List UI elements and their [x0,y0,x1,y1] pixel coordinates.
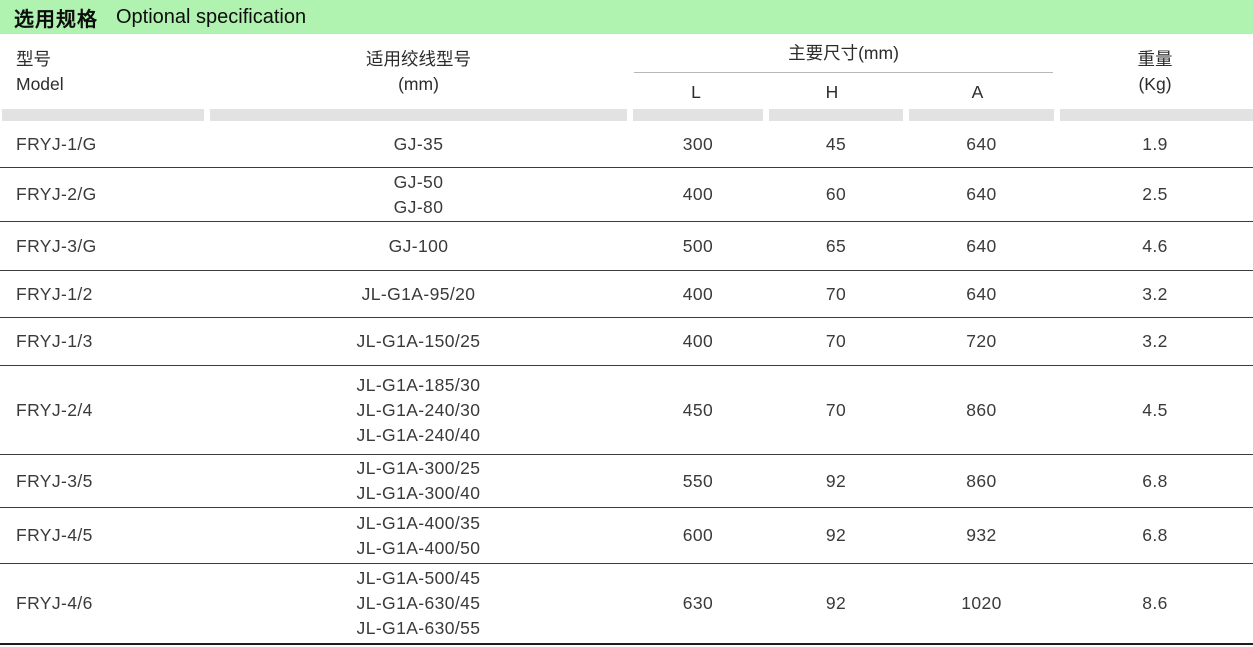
dim-a-cell: 640 [966,184,997,204]
table-row: FRYJ-1/2 JL-G1A-95/20 400 70 640 3.2 [0,271,1253,318]
wire-cell: JL-G1A-150/25 [356,331,481,351]
weight-cell: 1.9 [1142,133,1168,154]
header-wire-type: 适用绞线型号 (mm) [207,34,630,109]
dim-l-cell: 400 [682,184,714,204]
separator-segment [210,109,627,121]
separator-segment [633,109,763,121]
header-model: 型号 Model [0,34,207,109]
dim-h-cell: 92 [825,470,847,491]
wire-cell: GJ-35 [393,133,444,154]
header-model-zh: 型号 [16,48,51,69]
header-dim-l: L [691,82,701,102]
model-cell: FRYJ-3/5 [16,470,93,491]
header-dim-a: A [971,82,984,102]
model-cell: FRYJ-2/4 [16,399,93,420]
dim-h-cell: 92 [825,593,847,613]
dim-l-cell: 300 [682,133,714,154]
header-dims-group-label: 主要尺寸(mm) [634,34,1053,73]
header-weight-zh: 重量 [1137,48,1173,69]
separator-segment [769,109,903,121]
weight-cell: 2.5 [1142,184,1168,204]
section-title-bar: 选用规格 Optional specification [0,0,1253,34]
dim-a-cell: 720 [966,331,997,351]
header-dimensions-group: 主要尺寸(mm) L H A [630,34,1057,109]
dim-a-cell: 932 [966,525,997,545]
weight-cell: 3.2 [1142,331,1168,351]
dim-h-cell: 45 [825,133,847,154]
weight-cell: 4.6 [1142,235,1168,256]
wire-cell: JL-G1A-400/35 JL-G1A-400/50 [356,512,481,558]
dim-l-cell: 550 [682,470,714,491]
weight-cell: 8.6 [1142,593,1168,613]
dim-h-cell: 92 [825,525,847,545]
model-cell: FRYJ-4/6 [16,593,93,613]
wire-cell: GJ-100 [388,235,449,256]
header-separator-bar [0,109,1253,121]
table-row: FRYJ-2/G GJ-50 GJ-80 400 60 640 2.5 [0,168,1253,222]
table-row: FRYJ-4/6 JL-G1A-500/45 JL-G1A-630/45 JL-… [0,564,1253,645]
table-body: FRYJ-1/G GJ-35 300 45 640 1.9 FRYJ-2/G G… [0,121,1253,645]
dim-a-cell: 640 [966,235,997,256]
separator-segment [909,109,1054,121]
table-row: FRYJ-1/3 JL-G1A-150/25 400 70 720 3.2 [0,318,1253,366]
dim-h-cell: 70 [825,283,847,304]
model-cell: FRYJ-3/G [16,235,97,256]
table-header: 型号 Model 适用绞线型号 (mm) 主要尺寸(mm) L H A 重量 (… [0,34,1253,109]
header-dims-sublabels: L H A [630,73,1057,105]
header-dim-h: H [825,82,839,102]
weight-cell: 4.5 [1142,399,1168,420]
wire-cell: JL-G1A-300/25 JL-G1A-300/40 [356,458,481,503]
dim-a-cell: 860 [966,399,997,420]
dim-a-cell: 1020 [961,593,1002,613]
section-title-en: Optional specification [116,5,307,28]
table-row: FRYJ-3/G GJ-100 500 65 640 4.6 [0,222,1253,271]
table-row: FRYJ-3/5 JL-G1A-300/25 JL-G1A-300/40 550… [0,455,1253,508]
weight-cell: 6.8 [1142,525,1168,545]
separator-segment [2,109,204,121]
dim-a-cell: 640 [966,283,997,304]
wire-cell: JL-G1A-500/45 JL-G1A-630/45 JL-G1A-630/5… [356,568,481,638]
table-row: FRYJ-2/4 JL-G1A-185/30 JL-G1A-240/30 JL-… [0,366,1253,455]
model-cell: FRYJ-2/G [16,184,97,204]
separator-segment [1060,109,1253,121]
dim-l-cell: 630 [682,593,714,613]
table-row: FRYJ-1/G GJ-35 300 45 640 1.9 [0,121,1253,168]
header-weight-unit: (Kg) [1138,73,1172,94]
weight-cell: 6.8 [1142,470,1168,491]
wire-cell: JL-G1A-185/30 JL-G1A-240/30 JL-G1A-240/4… [356,374,481,445]
model-cell: FRYJ-1/3 [16,331,93,351]
weight-cell: 3.2 [1142,283,1168,304]
dim-l-cell: 400 [682,283,714,304]
dim-h-cell: 65 [825,235,847,256]
model-cell: FRYJ-4/5 [16,525,93,545]
dim-h-cell: 70 [825,331,847,351]
dim-l-cell: 500 [682,235,714,256]
dim-h-cell: 60 [825,184,847,204]
model-cell: FRYJ-1/G [16,133,97,154]
dim-h-cell: 70 [825,399,847,420]
dim-l-cell: 600 [682,525,714,545]
header-wire-unit: (mm) [398,73,439,94]
table-row: FRYJ-4/5 JL-G1A-400/35 JL-G1A-400/50 600… [0,508,1253,564]
dim-l-cell: 450 [682,399,714,420]
model-cell: FRYJ-1/2 [16,283,93,304]
wire-cell: JL-G1A-95/20 [361,283,476,304]
header-model-en: Model [16,73,64,94]
dim-l-cell: 400 [682,331,714,351]
dim-a-cell: 640 [966,133,997,154]
dim-a-cell: 860 [966,470,997,491]
header-wire-zh: 适用绞线型号 [366,48,471,69]
header-weight: 重量 (Kg) [1057,34,1253,109]
section-title-zh: 选用规格 [14,8,98,31]
wire-cell: GJ-50 GJ-80 [393,171,444,217]
